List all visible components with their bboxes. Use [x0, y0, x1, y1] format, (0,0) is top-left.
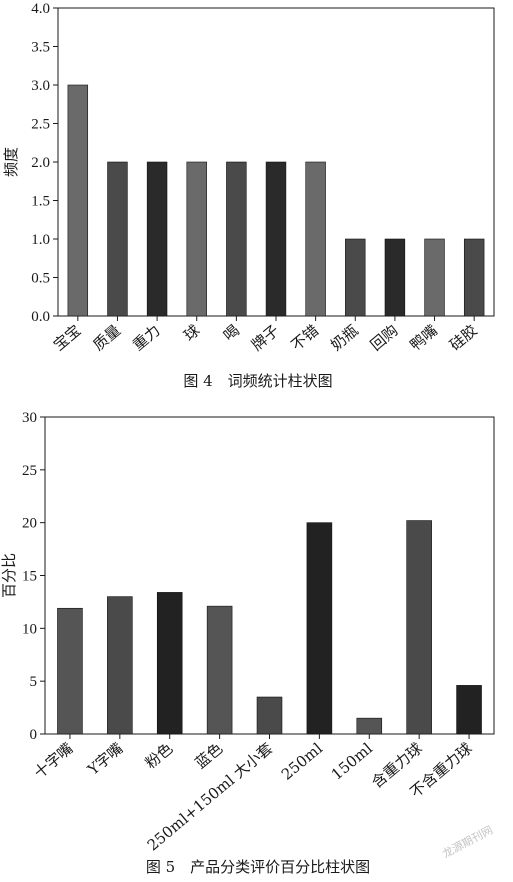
bar — [384, 238, 406, 317]
bar — [265, 161, 287, 317]
x-tick-label: 回购 — [367, 321, 402, 354]
bar — [107, 161, 128, 317]
x-tick-label: 球 — [180, 321, 203, 344]
bar — [406, 520, 432, 735]
y-tick-label: 20 — [22, 516, 37, 532]
bar — [186, 161, 207, 317]
y-tick-label: 10 — [22, 621, 37, 637]
x-axis-labels: 宝宝 质量 重力球喝牌子 不错 奶瓶 回购 鸭嘴 硅胶 — [50, 316, 481, 354]
bar — [226, 161, 247, 317]
bars — [67, 84, 485, 317]
y-tick-label: 4.0 — [31, 1, 50, 17]
y-axis-ticks: 0 5 10 15 20 25 30 — [22, 410, 45, 743]
y-tick-label: 3.5 — [31, 40, 50, 56]
bar — [456, 685, 482, 735]
bar — [306, 522, 333, 735]
bar — [424, 238, 445, 317]
x-tick-label: 粉色 — [142, 739, 177, 772]
y-tick-label: 30 — [22, 410, 37, 426]
bar — [67, 84, 89, 317]
x-tick-label: 喝 — [220, 321, 243, 344]
bar — [305, 161, 326, 317]
y-tick-label: 15 — [22, 569, 37, 585]
bar — [146, 161, 168, 317]
y-axis-label: 频度 — [2, 147, 20, 177]
x-tick-label: 宝宝 — [50, 321, 85, 354]
bar — [107, 596, 133, 735]
chart-title: 图 4 词频统计柱状图 — [183, 372, 332, 390]
x-tick-label: 鸭嘴 — [407, 321, 442, 354]
chart-title: 图 5 产品分类评价百分比柱状图 — [146, 858, 370, 876]
bar — [57, 607, 83, 735]
bar — [356, 717, 383, 735]
y-axis-ticks: 0.0 0.5 1.0 1.5 2.0 2.5 3.0 3.5 4.0 — [31, 1, 58, 325]
x-tick-label: 蓝色 — [192, 739, 227, 772]
bars — [57, 520, 482, 735]
y-tick-label: 2.0 — [31, 155, 50, 171]
x-tick-label: 重力 — [129, 321, 164, 354]
bar — [256, 696, 283, 735]
bar — [206, 605, 233, 735]
y-tick-label: 3.0 — [31, 78, 50, 94]
x-tick-label: 奶瓶 — [327, 321, 362, 354]
y-axis-label: 百分比 — [0, 553, 18, 598]
x-tick-label: 十字嘴 — [30, 739, 76, 782]
x-tick-label: Y字嘴 — [83, 739, 126, 779]
y-tick-label: 0.5 — [31, 271, 50, 287]
y-tick-label: 0 — [30, 727, 38, 743]
y-tick-label: 2.5 — [31, 117, 50, 133]
bar — [156, 592, 183, 735]
watermark: 龙源期刊网 — [440, 822, 495, 860]
x-tick-label: 250ml — [278, 739, 326, 784]
y-tick-label: 1.0 — [31, 232, 50, 248]
bar — [345, 238, 366, 317]
x-tick-label: 质量 — [89, 321, 124, 354]
y-tick-label: 0.0 — [31, 309, 50, 325]
y-tick-label: 5 — [30, 674, 38, 690]
y-tick-label: 1.5 — [31, 194, 50, 210]
y-tick-label: 25 — [22, 463, 37, 479]
x-tick-label: 牌子 — [248, 321, 283, 354]
x-tick-label: 硅胶 — [446, 321, 481, 354]
bar — [463, 238, 485, 317]
x-tick-label: 不错 — [288, 321, 323, 354]
chart-word-frequency: 0.0 0.5 1.0 1.5 2.0 2.5 3.0 3.5 4.0 宝宝 质量 重力球喝牌子 不错… — [2, 1, 495, 390]
